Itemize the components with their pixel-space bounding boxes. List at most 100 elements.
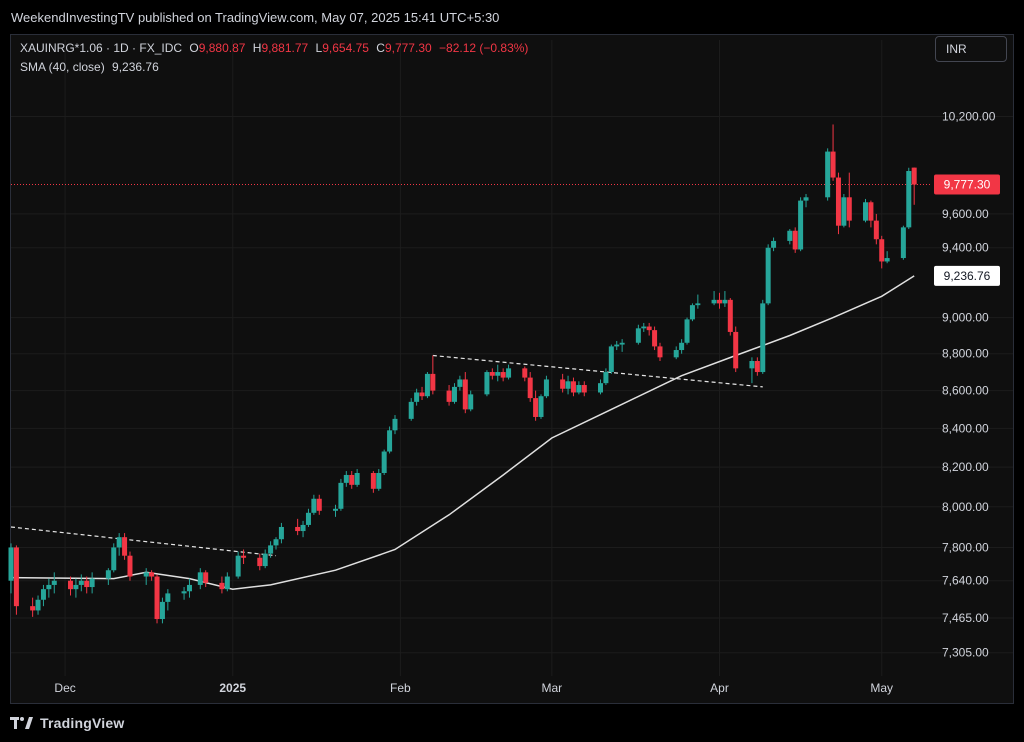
candle [787,229,793,245]
candle-body [462,379,468,410]
candle-body [370,472,376,489]
candle-body [278,526,284,540]
candle [338,478,344,511]
candle-body [863,202,869,221]
candle [116,533,122,556]
trendline [10,526,277,557]
candle [495,364,501,382]
candle-body [149,572,155,577]
candle [657,342,663,362]
high-value: 9,881.77 [261,41,309,55]
candle-body [343,474,349,483]
open-label: O [189,41,199,55]
candles-layer [8,124,917,624]
candle [235,551,241,579]
trendline [432,354,763,388]
candle [543,375,549,399]
y-tick-label: 10,200.00 [942,110,996,124]
candle [122,533,128,560]
candle-body [338,482,344,509]
candle [522,366,528,382]
tradingview-brand[interactable]: TradingView [40,715,125,731]
candle-body [900,227,906,259]
candle-body [484,372,490,395]
candle-body [257,557,263,567]
candle-body [522,368,528,378]
candle-body [40,589,46,600]
candle [268,541,274,558]
candle-body [598,383,604,393]
candle [273,537,279,550]
candle [846,172,852,228]
candle-body [798,200,804,250]
candle [46,578,52,598]
candle-body [305,512,311,525]
candle [300,520,306,538]
candle-body [376,472,382,489]
candle-body [78,580,84,585]
candle [841,193,847,228]
candle [754,357,760,376]
candle [305,508,311,527]
candle-body [419,392,425,397]
candle [67,576,73,596]
low-value: 9,654.75 [322,41,369,55]
candle [30,597,36,617]
candle [635,324,641,345]
candle [641,322,647,332]
candle-body [8,547,14,581]
change-value: −82.12 (−0.83%) [439,41,529,55]
candle [484,370,490,397]
sma-price-label-bg [934,265,1000,286]
candle-body [689,305,695,320]
candle-body [716,299,722,304]
candle-body [652,330,658,347]
candle-body [560,379,566,389]
candle [419,386,425,400]
x-tick-label: Mar [541,681,562,695]
symbol-label[interactable]: XAUINRG*1.06 · 1D · FX_IDC [20,41,183,55]
candle-body [186,584,192,592]
candle [798,197,804,252]
candle [332,504,338,517]
last-price-label: 9,777.30 [944,178,991,192]
candle [316,494,322,515]
candle-body [884,258,890,262]
low-label: L [315,41,323,55]
candle [414,388,420,406]
candle-body [792,230,798,250]
y-tick-label: 8,400.00 [942,421,989,435]
candle [646,322,652,336]
candle [381,449,387,475]
candle-body [727,299,733,332]
candle [906,167,912,230]
y-tick-label: 8,600.00 [942,384,989,398]
candle [197,568,203,590]
candle [408,398,414,421]
ohlc-legend: XAUINRG*1.06 · 1D · FX_IDC O9,880.87 H9,… [20,41,532,55]
currency-button[interactable]: INR [935,36,1007,62]
grid-layer [11,40,1013,676]
candle [619,339,625,352]
sma-label[interactable]: SMA (40, close) [20,60,105,74]
candle-body [803,197,809,201]
candle [343,471,349,487]
candle [354,469,360,487]
candle [727,298,733,336]
candle [608,344,614,374]
candle [387,426,393,454]
candle-body [608,346,614,373]
candle [576,381,582,395]
candle-body [197,572,203,585]
candle-body [241,555,247,558]
y-tick-label: 7,465.00 [942,611,989,625]
candle [900,225,906,260]
last-price-label-bg [934,174,1000,195]
candle [689,303,695,322]
candle-body [392,418,398,431]
chart-panel[interactable] [10,34,1014,704]
candle-body [13,547,19,607]
candle-body [841,197,847,226]
candle-body [273,539,279,546]
